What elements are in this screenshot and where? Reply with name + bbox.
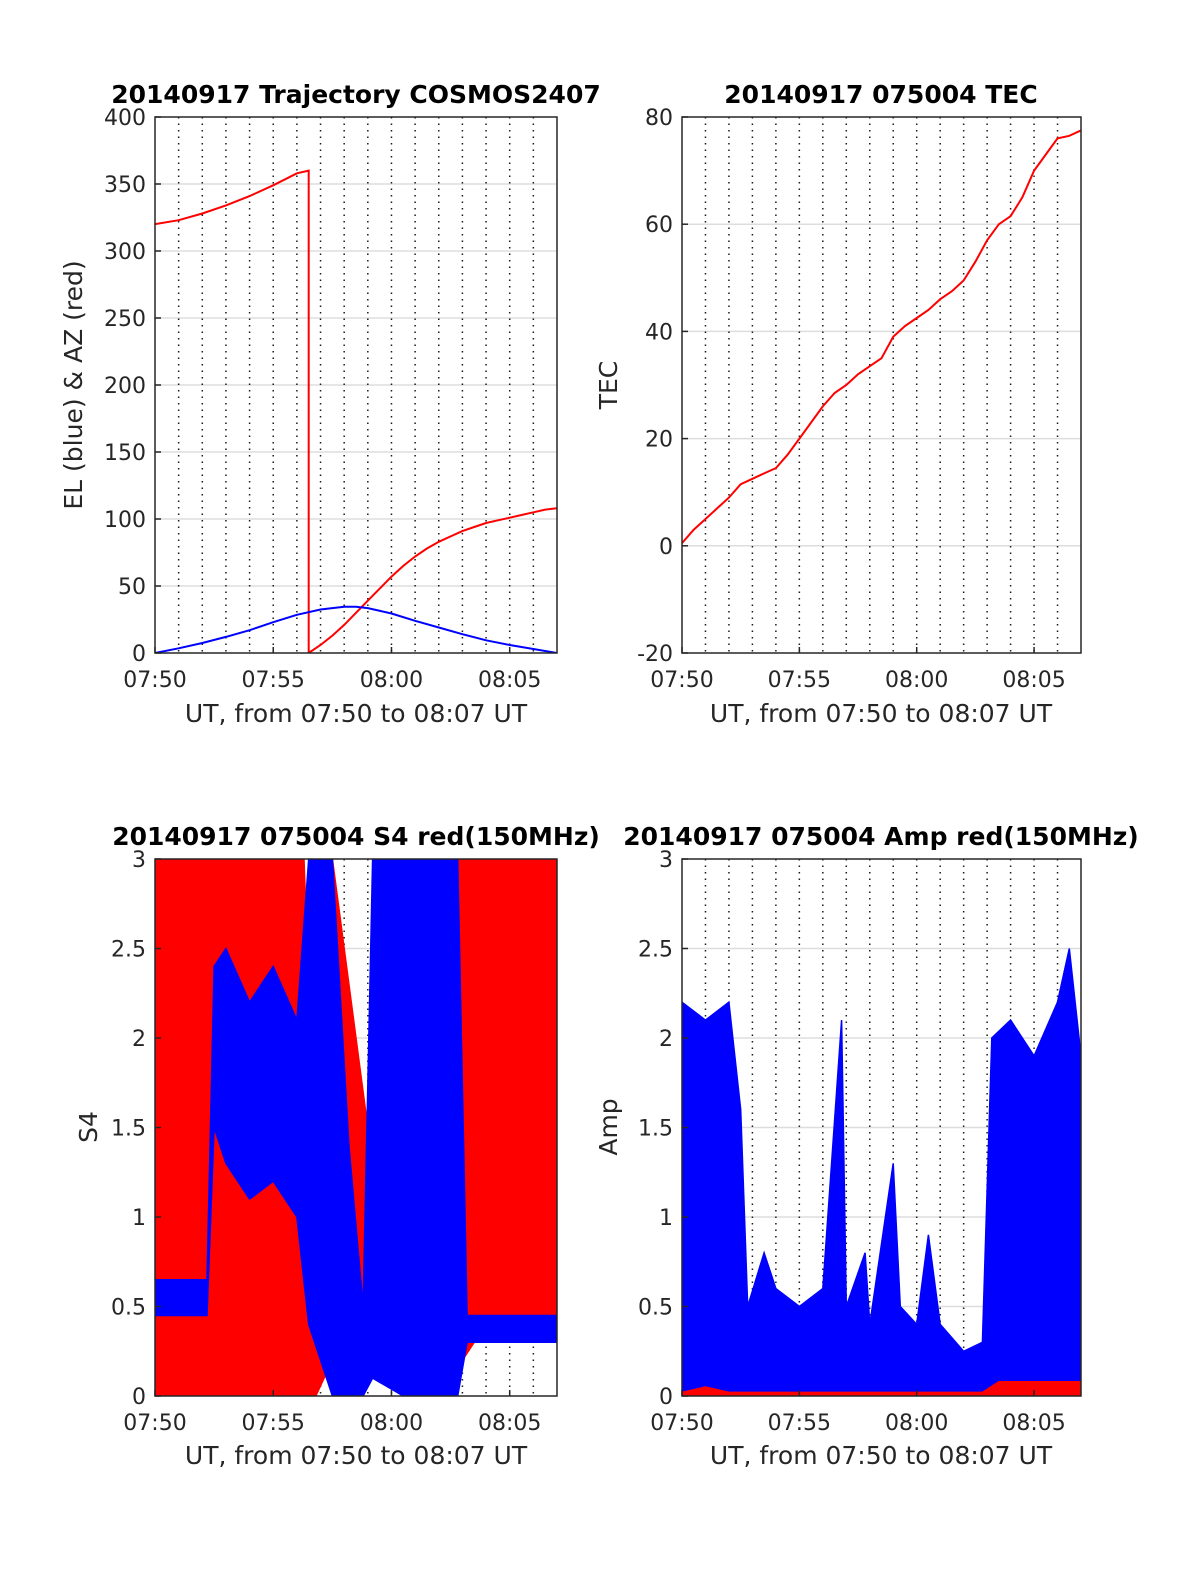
s4-xtick-1: 07:55 <box>242 1411 305 1436</box>
s4-ylabel: S4 <box>74 1111 103 1143</box>
amp-ytick-3: 1.5 <box>638 1117 673 1142</box>
amp-xtick-2: 08:00 <box>885 1411 948 1436</box>
trajectory-ytick-1: 50 <box>118 575 146 600</box>
tec-title: 20140917 075004 TEC <box>724 80 1037 109</box>
tec-ytick-0: -20 <box>637 642 673 667</box>
tec-ytick-5: 80 <box>645 106 673 131</box>
tec-ytick-3: 40 <box>645 320 673 345</box>
s4-xtick-2: 08:00 <box>360 1411 423 1436</box>
tec-xlabel: UT, from 07:50 to 08:07 UT <box>710 699 1053 728</box>
s4-ytick-6: 3 <box>132 848 146 873</box>
tec-ytick-1: 0 <box>659 535 673 560</box>
tec-xtick-0: 07:50 <box>650 668 713 693</box>
tec-plot-area <box>682 117 1081 653</box>
tec-ytick-4: 60 <box>645 213 673 238</box>
s4-series-1 <box>155 859 557 1396</box>
amp-ytick-0: 0 <box>659 1385 673 1410</box>
tec-xtick-2: 08:00 <box>885 668 948 693</box>
s4-panel: 07:50 07:55 08:00 08:05 0 0.5 1 1.5 2 2.5 3 201409… <box>74 822 600 1470</box>
trajectory-ytick-0: 0 <box>132 642 146 667</box>
trajectory-series-0 <box>155 169 557 653</box>
tec-ytick-2: 20 <box>645 428 673 453</box>
trajectory-ytick-6: 300 <box>104 240 146 265</box>
amp-title: 20140917 075004 Amp red(150MHz) <box>623 822 1139 851</box>
amp-ytick-6: 3 <box>659 848 673 873</box>
trajectory-ytick-8: 400 <box>104 106 146 131</box>
amp-panel: 07:50 07:55 08:00 08:05 0 0.5 1 1.5 2 2.5 3 201409… <box>594 822 1139 1470</box>
trajectory-title: 20140917 Trajectory COSMOS2407 <box>111 80 601 109</box>
trajectory-ytick-7: 350 <box>104 173 146 198</box>
amp-ytick-4: 2 <box>659 1027 673 1052</box>
amp-xtick-3: 08:05 <box>1002 1411 1065 1436</box>
amp-xtick-1: 07:55 <box>768 1411 831 1436</box>
s4-ytick-1: 0.5 <box>111 1296 146 1321</box>
tec-axes-box <box>681 116 1082 654</box>
trajectory-panel: 07:50 07:55 08:00 08:05 0 50 100 150 200 250 300 35… <box>59 80 601 728</box>
trajectory-series-1 <box>155 605 557 653</box>
tec-xtick-3: 08:05 <box>1002 668 1065 693</box>
s4-ytick-0: 0 <box>132 1385 146 1410</box>
trajectory-ylabel: EL (blue) & AZ (red) <box>59 260 88 509</box>
s4-xlabel: UT, from 07:50 to 08:07 UT <box>185 1441 528 1470</box>
tec-ylabel: TEC <box>594 361 623 411</box>
s4-ytick-4: 2 <box>132 1027 146 1052</box>
amp-ytick-2: 1 <box>659 1206 673 1231</box>
tec-panel: 07:50 07:55 08:00 08:05 -20 0 20 40 60 80 2014091… <box>594 80 1082 728</box>
amp-ytick-1: 0.5 <box>638 1296 673 1321</box>
s4-ytick-3: 1.5 <box>111 1117 146 1142</box>
s4-ytick-2: 1 <box>132 1206 146 1231</box>
trajectory-xtick-3: 08:05 <box>478 668 541 693</box>
trajectory-ytick-5: 250 <box>104 307 146 332</box>
trajectory-ytick-3: 150 <box>104 441 146 466</box>
amp-series-0 <box>682 948 1081 1396</box>
s4-xtick-3: 08:05 <box>478 1411 541 1436</box>
trajectory-ytick-2: 100 <box>104 508 146 533</box>
s4-ytick-5: 2.5 <box>111 938 146 963</box>
tec-series-0 <box>682 129 1081 544</box>
amp-xtick-0: 07:50 <box>650 1411 713 1436</box>
amp-series-1 <box>682 1380 1081 1396</box>
trajectory-xlabel: UT, from 07:50 to 08:07 UT <box>185 699 528 728</box>
s4-xtick-0: 07:50 <box>123 1411 186 1436</box>
trajectory-xtick-2: 08:00 <box>360 668 423 693</box>
trajectory-xtick-0: 07:50 <box>123 668 186 693</box>
trajectory-ytick-4: 200 <box>104 374 146 399</box>
trajectory-xtick-1: 07:55 <box>242 668 305 693</box>
s4-title: 20140917 075004 S4 red(150MHz) <box>112 822 600 851</box>
amp-ylabel: Amp <box>594 1098 623 1155</box>
tec-xtick-1: 07:55 <box>768 668 831 693</box>
amp-ytick-5: 2.5 <box>638 938 673 963</box>
amp-xlabel: UT, from 07:50 to 08:07 UT <box>710 1441 1053 1470</box>
